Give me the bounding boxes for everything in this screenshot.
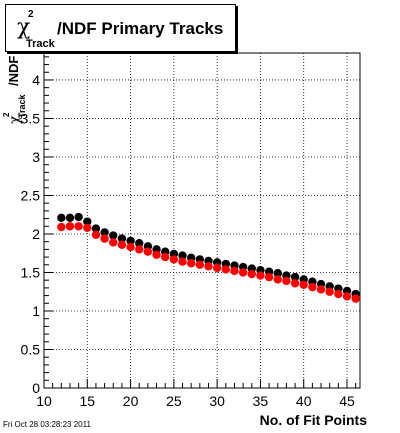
data-points (57, 212, 360, 303)
data-point-series-1 (290, 272, 300, 282)
data-point-series-2 (238, 268, 248, 277)
data-point-series-2 (126, 242, 135, 252)
data-point-series-2 (204, 262, 213, 271)
x-axis-label: No. of Fit Points (259, 412, 367, 428)
tick-labels: 10 15 20 25 30 35 40 45 0 0.5 1 1.5 2 2.5 3 3.5 4 (21, 72, 355, 409)
data-point-series-2 (308, 282, 317, 292)
data-point-series-1 (126, 236, 135, 246)
plot-frame (43, 52, 361, 389)
timestamp: Fri Oct 28 03:28:23 2011 (3, 420, 91, 429)
ylabel-subscript: Track (17, 94, 27, 118)
data-point-series-2 (186, 259, 196, 268)
y-tick-label: 3.5 (21, 110, 41, 126)
data-point-series-2 (342, 292, 352, 301)
data-point-series-1 (109, 231, 118, 240)
data-point-series-2 (169, 255, 179, 264)
data-point-series-2 (143, 247, 153, 256)
data-point-series-2 (74, 222, 83, 231)
plot-border (43, 52, 361, 389)
x-tick-label: 35 (253, 393, 269, 409)
data-point-series-1 (74, 212, 83, 222)
x-tick-label: 30 (209, 393, 225, 409)
data-point-series-2 (65, 222, 75, 231)
data-point-series-2 (290, 279, 300, 288)
data-point-series-2 (316, 285, 326, 294)
y-tick-label: 1 (32, 303, 40, 319)
data-point-series-2 (100, 234, 109, 243)
data-point-series-2 (178, 257, 187, 266)
data-point-series-2 (230, 266, 239, 276)
chart-title: χ 2 Track /NDF Primary Tracks (5, 4, 236, 52)
data-point-series-2 (282, 276, 291, 286)
y-tick-label: 3 (32, 149, 40, 165)
data-point-series-1 (65, 213, 75, 223)
data-point-series-2 (273, 275, 282, 284)
y-tick-label: 2.5 (21, 187, 41, 203)
data-point-series-1 (57, 213, 66, 223)
data-point-series-2 (212, 263, 222, 273)
data-point-series-2 (247, 269, 256, 279)
ylabel-superscript: 2 (2, 112, 11, 117)
x-tick-label: 10 (36, 393, 52, 409)
data-point-series-1 (273, 269, 282, 278)
title-subscript: Track (26, 38, 55, 50)
data-point-series-1 (135, 239, 144, 248)
x-tick-label: 40 (296, 393, 312, 409)
data-point-series-2 (256, 271, 265, 280)
data-point-series-1 (178, 251, 187, 260)
data-point-series-1 (91, 224, 101, 233)
data-point-series-1 (83, 217, 92, 226)
axis-ticks (43, 56, 357, 389)
data-point-series-2 (117, 240, 127, 249)
x-tick-label: 20 (123, 393, 139, 409)
data-point-series-2 (264, 272, 274, 282)
y-tick-label: 4 (32, 72, 40, 88)
data-point-series-2 (57, 222, 66, 232)
data-point-series-2 (351, 294, 360, 303)
data-point-series-2 (299, 280, 308, 290)
data-point-series-2 (334, 289, 343, 299)
title-superscript: 2 (28, 9, 34, 20)
y-tick-label: 2 (32, 226, 40, 242)
y-tick-label: 0.5 (21, 341, 41, 357)
y-tick-label: 0 (32, 380, 40, 396)
title-chi-symbol: χ (17, 15, 31, 40)
data-point-series-2 (152, 250, 161, 259)
title-text: /NDF Primary Tracks (57, 19, 224, 38)
data-point-series-2 (91, 230, 101, 239)
data-point-series-2 (221, 265, 231, 274)
data-point-series-2 (195, 260, 205, 269)
data-point-series-2 (135, 245, 144, 254)
ylabel-text: /NDF (6, 55, 21, 86)
data-point-series-2 (83, 223, 92, 233)
x-tick-label: 45 (339, 393, 355, 409)
data-point-series-2 (325, 287, 334, 296)
data-point-series-2 (109, 238, 118, 247)
y-tick-label: 1.5 (21, 264, 41, 280)
y-axis-label: χ 2 Track /NDF (2, 0, 27, 138)
data-point-series-1 (117, 234, 127, 243)
x-tick-label: 25 (166, 393, 182, 409)
grid (43, 53, 360, 389)
x-tick-label: 15 (79, 393, 95, 409)
data-point-series-2 (161, 252, 170, 262)
data-point-series-1 (100, 228, 109, 237)
